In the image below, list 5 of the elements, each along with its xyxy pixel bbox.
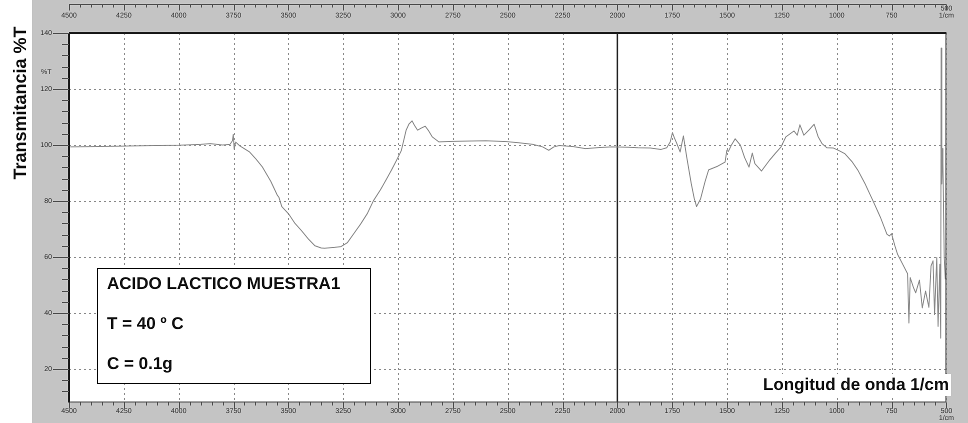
- x-axis-title: Longitud de onda 1/cm: [760, 374, 951, 396]
- annotation: C = 0.1g: [107, 354, 173, 374]
- note-box: ACIDO LACTICO MUESTRA1 T = 40 º C C = 0.1g: [97, 268, 371, 384]
- y-axis-title: Transmitancia %T: [10, 26, 30, 180]
- annotation: T = 40 º C: [107, 314, 184, 334]
